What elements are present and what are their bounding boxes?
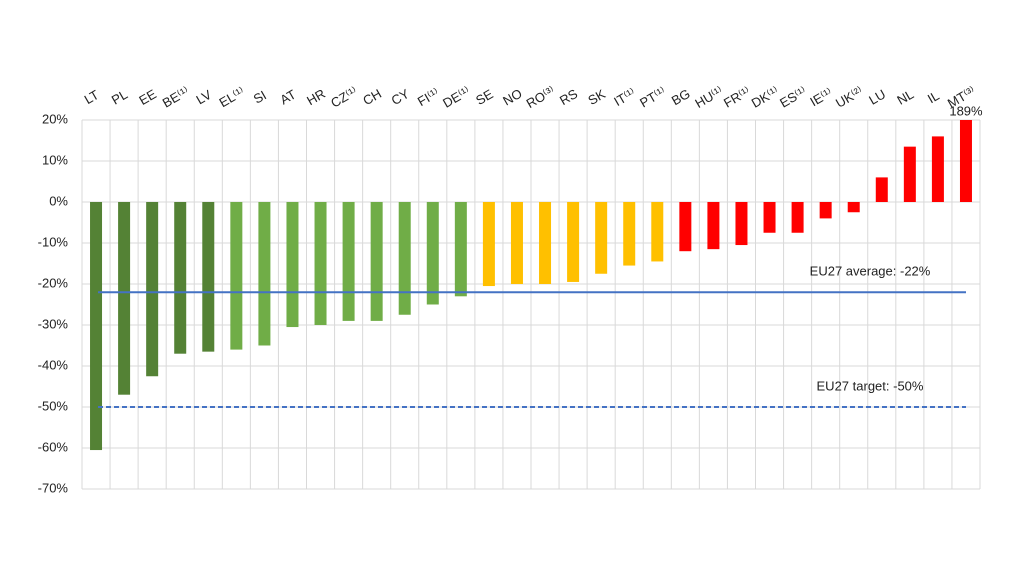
- bar: [679, 202, 692, 252]
- bar: [847, 202, 860, 213]
- x-tick-label: LV: [194, 87, 215, 108]
- y-tick-label: -70%: [38, 480, 69, 495]
- x-tick-label: LT: [82, 87, 102, 107]
- bar: [735, 202, 748, 246]
- bar: [903, 146, 916, 202]
- x-tick-label: SK: [585, 86, 608, 108]
- x-tick-label: LU: [866, 86, 888, 107]
- bar: [931, 136, 944, 202]
- x-tick-label: IE⁽¹⁾: [807, 85, 834, 109]
- x-tick-label: DE⁽¹⁾: [440, 83, 472, 110]
- reference-label: EU27 target: -50%: [817, 378, 924, 393]
- bar: [342, 202, 355, 321]
- reference-label: EU27 average: -22%: [810, 264, 931, 279]
- x-tick-label: EE: [136, 86, 159, 108]
- x-tick-label: NO: [500, 86, 524, 109]
- y-tick-label: 20%: [42, 111, 68, 126]
- x-tick-label: EL⁽¹⁾: [217, 84, 248, 110]
- x-tick-label: RO⁽³⁾: [524, 83, 558, 111]
- bar: [875, 177, 888, 202]
- bar: [623, 202, 636, 266]
- bars: [90, 120, 972, 451]
- y-tick-label: -60%: [38, 439, 69, 454]
- bar: [763, 202, 776, 233]
- bar: [707, 202, 720, 250]
- bar: [539, 202, 552, 284]
- x-tick-label: RS: [557, 86, 580, 108]
- bar: [202, 202, 215, 352]
- bar: [959, 120, 972, 202]
- overlay: LT PL EE BE⁽¹⁾ LV EL⁽¹⁾ SI AT HR CZ⁽¹⁾ CH CY FI⁽¹⁾DE…: [82, 83, 983, 408]
- y-tick-label: -40%: [38, 357, 69, 372]
- bar: [567, 202, 580, 282]
- x-tick-label: CZ⁽¹⁾: [328, 84, 360, 111]
- x-tick-label: ES⁽¹⁾: [777, 84, 809, 111]
- x-tick-label: SI: [251, 88, 269, 107]
- x-tick-label: NL: [894, 86, 916, 107]
- x-tick-label: BE⁽¹⁾: [160, 84, 192, 111]
- bar: [791, 202, 804, 233]
- x-tick-label: PT⁽¹⁾: [637, 84, 668, 111]
- bar: [595, 202, 608, 274]
- x-tick-label: UK⁽²⁾: [833, 83, 865, 110]
- x-tick-label: PL: [109, 87, 130, 108]
- y-tick-label: -30%: [38, 316, 69, 331]
- bar: [174, 202, 187, 354]
- y-tick-label: -50%: [38, 398, 69, 413]
- x-tick-label: FI⁽¹⁾: [415, 85, 442, 109]
- bar: [454, 202, 467, 297]
- y-tick-label: -10%: [38, 234, 69, 249]
- y-tick-label: -20%: [38, 275, 69, 290]
- bar: [286, 202, 299, 328]
- y-tick-label: 0%: [49, 193, 68, 208]
- x-tick-label: IL: [925, 88, 942, 106]
- x-tick-label: SE: [473, 86, 496, 108]
- bar: [146, 202, 159, 377]
- bar: [258, 202, 271, 346]
- x-tick-label: CY: [389, 86, 412, 108]
- bar: [510, 202, 523, 284]
- bar: [314, 202, 327, 325]
- bar: [90, 202, 103, 451]
- bar: [230, 202, 243, 350]
- bar: [426, 202, 439, 305]
- bar: [819, 202, 832, 219]
- y-tick-label: 10%: [42, 152, 68, 167]
- bar: [370, 202, 383, 321]
- value-label: 189%: [949, 103, 983, 118]
- x-tick-label: AT: [277, 87, 298, 108]
- bar: [118, 202, 131, 395]
- x-tick-label: BG: [669, 86, 693, 108]
- bar: [482, 202, 495, 287]
- bar: [651, 202, 664, 262]
- bar: [398, 202, 411, 315]
- x-tick-label: CH: [360, 86, 384, 108]
- x-tick-label: IT⁽¹⁾: [611, 85, 638, 109]
- x-tick-label: HR: [304, 86, 328, 108]
